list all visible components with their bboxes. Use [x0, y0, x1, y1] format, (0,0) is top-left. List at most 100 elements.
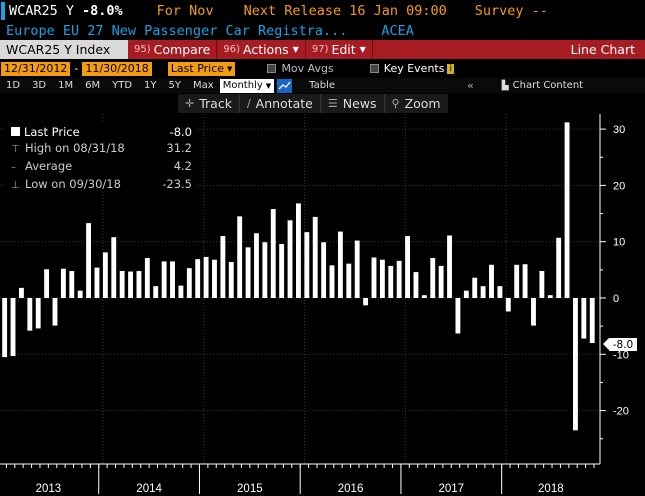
- edit-shortcut: 97): [311, 44, 329, 55]
- bar: [455, 298, 461, 334]
- key-events-label: Key Events: [383, 62, 445, 75]
- bar: [287, 220, 293, 298]
- bar: [430, 258, 436, 298]
- y-tick-label: 0: [613, 293, 619, 305]
- low-icon: ⊥: [11, 180, 20, 191]
- end-date-field[interactable]: 11/30/2018: [82, 61, 152, 76]
- zoom-button[interactable]: ⚲ Zoom: [385, 94, 448, 113]
- news-label: News: [342, 96, 377, 111]
- last-price-marker: -8.0: [609, 338, 637, 351]
- checkbox-icon: [369, 64, 379, 73]
- ticker-symbol[interactable]: WCAR25 Y: [9, 3, 75, 19]
- bar-chart[interactable]: 30 20 10 0 -10 -20 2013 2014 2015 2016 2017 2018: [0, 114, 645, 496]
- legend-low: ⊥ Low on 09/30/18 -23.5: [11, 176, 192, 194]
- bar: [405, 236, 410, 298]
- zoom-label: Zoom: [404, 96, 441, 111]
- period-max[interactable]: Max: [193, 80, 214, 91]
- legend-high-label: High on 08/31/18: [25, 141, 125, 155]
- bar: [102, 252, 108, 298]
- compare-shortcut: 95): [134, 44, 151, 55]
- last-price-pointer: [603, 338, 609, 350]
- bar: [531, 298, 536, 326]
- period-ytd[interactable]: YTD: [112, 80, 133, 91]
- next-release: Next Release 16 Jan 09:00: [243, 3, 447, 19]
- bar: [18, 287, 24, 298]
- bar: [505, 298, 511, 312]
- y-tick-label: 20: [613, 180, 625, 192]
- legend-average-label: Average: [25, 159, 73, 173]
- bar: [262, 242, 268, 298]
- bar: [44, 269, 50, 298]
- annotate-button[interactable]: ∕ Annotate: [240, 94, 321, 113]
- legend-last-price: Last Price -8.0: [11, 124, 192, 140]
- bar: [203, 256, 209, 298]
- edit-button[interactable]: 97) Edit ▼: [306, 40, 373, 59]
- high-icon: ⊤: [11, 144, 20, 155]
- key-events-toggle[interactable]: Key Events i: [369, 62, 454, 75]
- ticker-indicator: [1, 2, 5, 20]
- bar: [212, 259, 217, 298]
- change-value: -8.0%: [82, 3, 123, 19]
- legend-average-value: 4.2: [173, 159, 192, 173]
- chart-content-button[interactable]: ▙ Chart Content: [502, 80, 583, 91]
- legend-average: – Average 4.2: [11, 158, 192, 176]
- bar: [396, 260, 402, 298]
- period-6m[interactable]: 6M: [85, 80, 101, 91]
- period-1y[interactable]: 1Y: [144, 80, 157, 91]
- series-swatch: [11, 127, 20, 136]
- bar: [363, 298, 369, 306]
- bar: [86, 223, 92, 298]
- compare-button[interactable]: 95) Compare: [128, 40, 218, 59]
- period-5y[interactable]: 5Y: [168, 80, 182, 91]
- bar: [136, 270, 142, 298]
- bar: [447, 235, 452, 298]
- bar: [371, 257, 377, 298]
- bar: [438, 265, 444, 298]
- bar: [161, 261, 167, 298]
- bar: [77, 290, 83, 298]
- chart-type-label: Line Chart: [570, 42, 635, 57]
- bar: [296, 203, 301, 298]
- chart-axes: 30 20 10 0 -10 -20 2013 2014 2015 2016 2017 2018: [0, 114, 629, 495]
- date-separator: -: [74, 62, 79, 75]
- frequency-select[interactable]: Monthly ▼: [219, 78, 275, 93]
- bar: [463, 290, 469, 298]
- bar: [128, 271, 133, 298]
- field-select[interactable]: Last Price ▼: [167, 61, 236, 76]
- bar: [69, 270, 75, 298]
- chart-content-label: Chart Content: [512, 80, 584, 91]
- start-date-field[interactable]: 12/31/2012: [1, 61, 71, 76]
- x-tick-label: 2015: [237, 483, 263, 495]
- bar: [413, 272, 419, 298]
- security-name: Europe EU 27 New Passenger Car Registra.…: [6, 22, 348, 39]
- x-tick-label: 2014: [136, 483, 162, 495]
- period-label: For Nov: [156, 3, 214, 19]
- period-3d[interactable]: 3D: [32, 80, 47, 91]
- table-button[interactable]: Table: [309, 80, 335, 91]
- bar: [279, 243, 285, 298]
- index-field[interactable]: WCAR25 Y Index: [0, 40, 128, 59]
- period-1m[interactable]: 1M: [58, 80, 74, 91]
- actions-button[interactable]: 96) Actions ▼: [217, 40, 306, 59]
- chevron-down-icon: ▼: [227, 64, 233, 73]
- bar: [312, 216, 318, 298]
- collapse-icon[interactable]: «: [467, 79, 474, 92]
- period-1d[interactable]: 1D: [6, 80, 21, 91]
- track-button[interactable]: ✛ Track: [178, 94, 240, 113]
- bar: [178, 285, 184, 298]
- checkbox-icon: [267, 64, 277, 73]
- bar: [354, 240, 360, 298]
- bar: [35, 298, 41, 329]
- legend-high: ⊤ High on 08/31/18 31.2: [11, 140, 192, 158]
- bar: [119, 270, 125, 298]
- average-icon: –: [11, 162, 16, 173]
- chevron-down-icon: ▼: [359, 45, 366, 54]
- mov-avgs-toggle[interactable]: Mov Avgs: [267, 62, 334, 75]
- legend-last-label: Last Price: [24, 125, 80, 139]
- news-button[interactable]: ☰ News: [321, 94, 385, 113]
- line-chart-icon[interactable]: [277, 78, 293, 93]
- y-tick-label: 30: [613, 124, 625, 136]
- edit-label: Edit: [331, 42, 356, 57]
- bar: [581, 298, 587, 339]
- date-options-bar: 12/31/2012 - 11/30/2018 Last Price ▼ Mov…: [0, 61, 645, 76]
